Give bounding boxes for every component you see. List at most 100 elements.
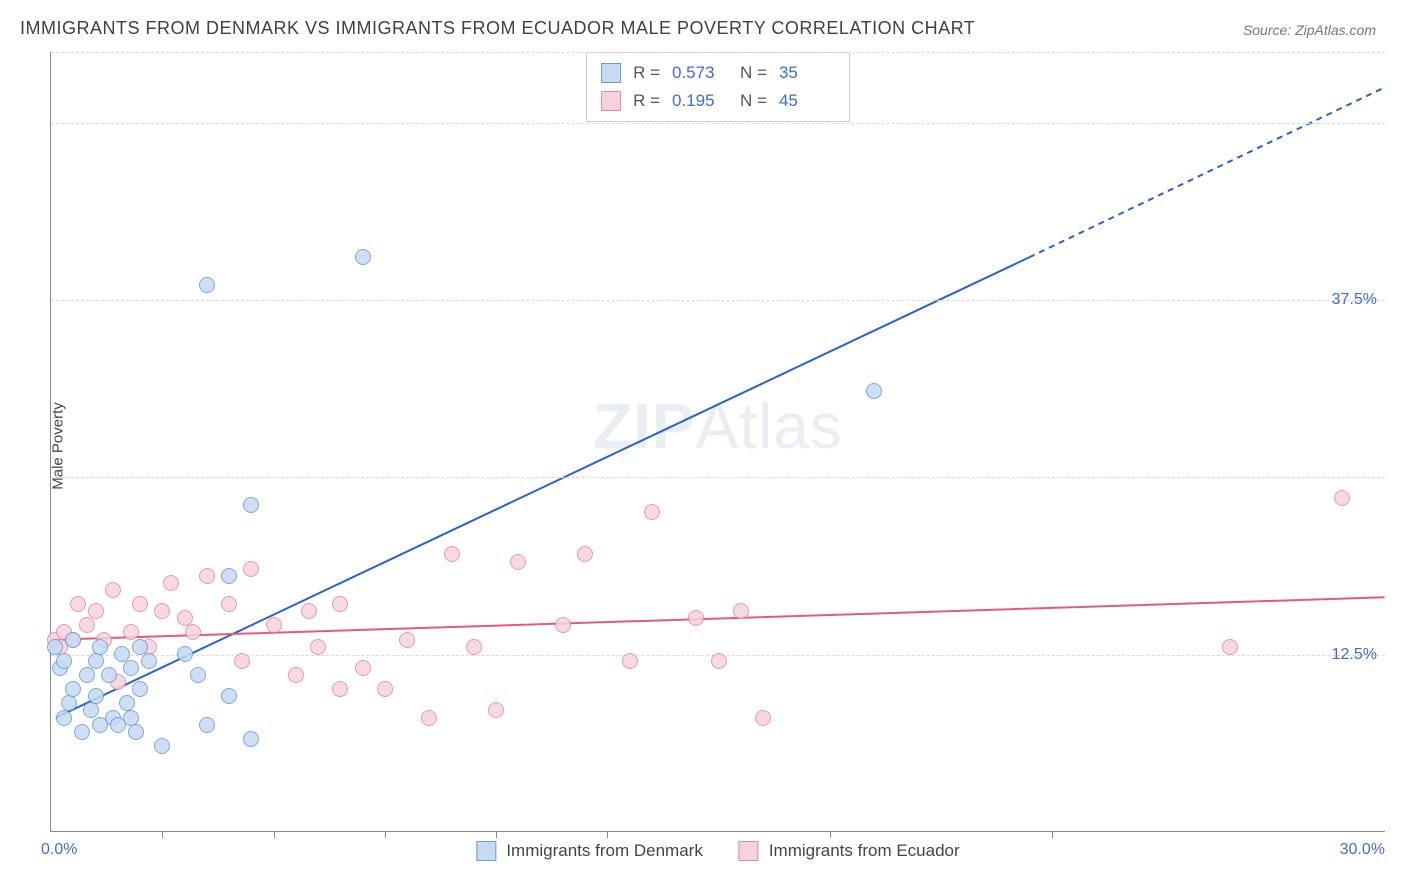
scatter-point-ecuador [688, 610, 704, 626]
scatter-point-denmark [355, 249, 371, 265]
scatter-point-denmark [123, 660, 139, 676]
scatter-point-ecuador [154, 603, 170, 619]
scatter-point-ecuador [622, 653, 638, 669]
watermark-rest: Atlas [696, 390, 843, 462]
scatter-point-ecuador [1222, 639, 1238, 655]
scatter-point-ecuador [234, 653, 250, 669]
scatter-point-ecuador [163, 575, 179, 591]
watermark-bold: ZIP [593, 390, 696, 462]
scatter-point-ecuador [644, 504, 660, 520]
scatter-point-ecuador [301, 603, 317, 619]
swatch-ecuador [601, 91, 621, 111]
y-tick-label: 12.5% [1332, 646, 1377, 664]
legend-item-denmark: Immigrants from Denmark [476, 841, 702, 861]
chart-title: IMMIGRANTS FROM DENMARK VS IMMIGRANTS FR… [20, 18, 975, 39]
n-value-denmark: 35 [779, 63, 835, 83]
scatter-point-denmark [92, 639, 108, 655]
r-label: R = [633, 91, 660, 111]
scatter-point-ecuador [555, 617, 571, 633]
scatter-point-denmark [56, 710, 72, 726]
scatter-point-ecuador [488, 702, 504, 718]
scatter-point-denmark [88, 653, 104, 669]
scatter-point-denmark [221, 688, 237, 704]
x-tick [496, 831, 497, 838]
scatter-point-denmark [866, 383, 882, 399]
scatter-point-ecuador [510, 554, 526, 570]
scatter-point-denmark [177, 646, 193, 662]
gridline [51, 477, 1385, 478]
legend-stats: R = 0.573 N = 35 R = 0.195 N = 45 [586, 52, 850, 122]
scatter-point-ecuador [755, 710, 771, 726]
n-label: N = [740, 91, 767, 111]
scatter-point-denmark [243, 731, 259, 747]
scatter-point-denmark [128, 724, 144, 740]
swatch-ecuador [739, 841, 759, 861]
legend-stats-row-ecuador: R = 0.195 N = 45 [601, 87, 835, 115]
scatter-point-ecuador [577, 546, 593, 562]
plot-area: ZIPAtlas R = 0.573 N = 35 R = 0.195 N = … [50, 52, 1385, 832]
scatter-point-denmark [88, 688, 104, 704]
r-value-ecuador: 0.195 [672, 91, 728, 111]
trend-lines-svg [51, 52, 1385, 831]
scatter-point-ecuador [199, 568, 215, 584]
legend-stats-row-denmark: R = 0.573 N = 35 [601, 59, 835, 87]
scatter-point-ecuador [88, 603, 104, 619]
scatter-point-denmark [65, 632, 81, 648]
scatter-point-ecuador [466, 639, 482, 655]
scatter-point-ecuador [243, 561, 259, 577]
scatter-point-ecuador [332, 681, 348, 697]
scatter-point-denmark [199, 277, 215, 293]
gridline [51, 123, 1385, 124]
x-tick [830, 831, 831, 838]
x-max-label: 30.0% [1340, 841, 1385, 859]
scatter-point-ecuador [399, 632, 415, 648]
scatter-point-denmark [101, 667, 117, 683]
x-tick [162, 831, 163, 838]
scatter-point-ecuador [377, 681, 393, 697]
r-value-denmark: 0.573 [672, 63, 728, 83]
scatter-point-denmark [79, 667, 95, 683]
n-value-ecuador: 45 [779, 91, 835, 111]
scatter-point-denmark [65, 681, 81, 697]
gridline [51, 300, 1385, 301]
n-label: N = [740, 63, 767, 83]
scatter-point-denmark [141, 653, 157, 669]
scatter-point-ecuador [332, 596, 348, 612]
scatter-point-ecuador [105, 582, 121, 598]
legend-label-ecuador: Immigrants from Ecuador [769, 841, 960, 861]
legend-item-ecuador: Immigrants from Ecuador [739, 841, 960, 861]
scatter-point-denmark [132, 681, 148, 697]
legend-label-denmark: Immigrants from Denmark [506, 841, 702, 861]
source-label: Source: ZipAtlas.com [1243, 22, 1376, 38]
scatter-point-denmark [74, 724, 90, 740]
scatter-point-ecuador [310, 639, 326, 655]
scatter-point-denmark [243, 497, 259, 513]
scatter-point-ecuador [185, 624, 201, 640]
x-tick [607, 831, 608, 838]
gridline [51, 52, 1385, 53]
scatter-point-ecuador [70, 596, 86, 612]
x-min-label: 0.0% [41, 841, 77, 859]
watermark: ZIPAtlas [593, 389, 843, 463]
scatter-point-denmark [190, 667, 206, 683]
scatter-point-ecuador [421, 710, 437, 726]
r-label: R = [633, 63, 660, 83]
scatter-point-denmark [221, 568, 237, 584]
scatter-point-denmark [61, 695, 77, 711]
scatter-point-ecuador [711, 653, 727, 669]
scatter-point-denmark [199, 717, 215, 733]
scatter-point-ecuador [288, 667, 304, 683]
scatter-point-ecuador [221, 596, 237, 612]
legend-series: Immigrants from Denmark Immigrants from … [476, 841, 959, 861]
scatter-point-ecuador [355, 660, 371, 676]
swatch-denmark [476, 841, 496, 861]
scatter-point-ecuador [266, 617, 282, 633]
x-tick [1052, 831, 1053, 838]
scatter-point-denmark [56, 653, 72, 669]
scatter-point-denmark [154, 738, 170, 754]
scatter-point-ecuador [79, 617, 95, 633]
x-tick [274, 831, 275, 838]
scatter-point-ecuador [1334, 490, 1350, 506]
x-tick [385, 831, 386, 838]
scatter-point-ecuador [132, 596, 148, 612]
